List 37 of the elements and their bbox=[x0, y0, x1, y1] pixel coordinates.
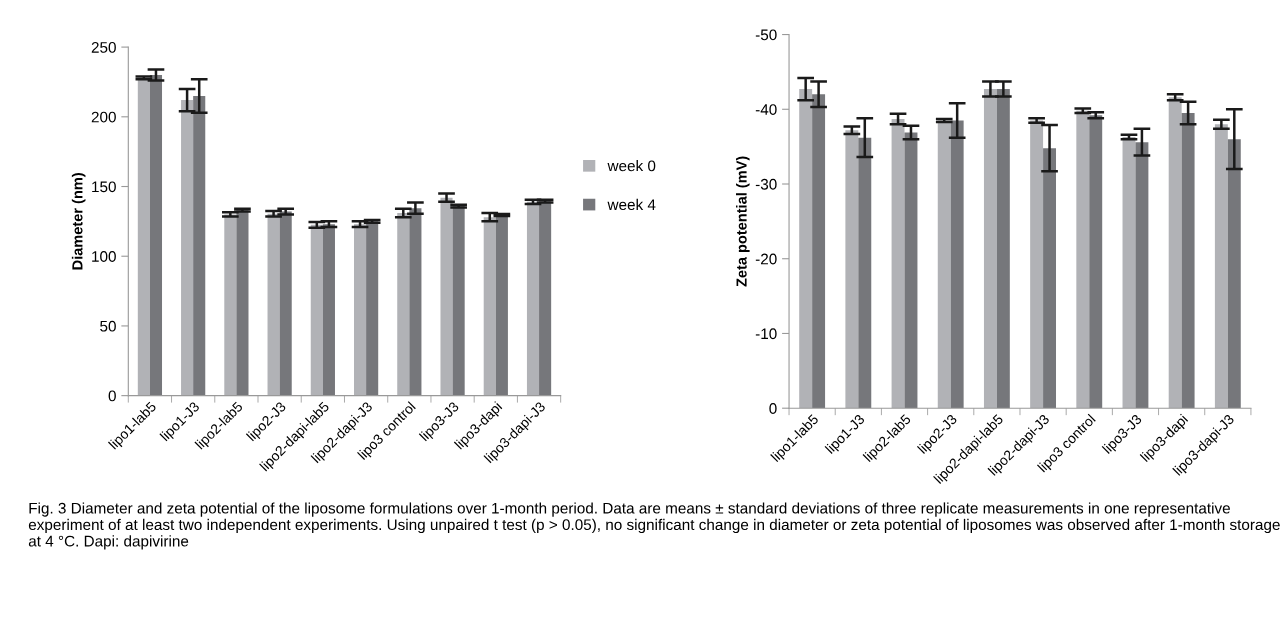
bar bbox=[224, 214, 237, 396]
bar bbox=[397, 213, 410, 396]
y-tick-label: 250 bbox=[91, 41, 116, 53]
bar bbox=[193, 95, 206, 396]
y-tick-label: 50 bbox=[100, 320, 116, 332]
bar bbox=[452, 206, 465, 396]
bar bbox=[322, 224, 335, 396]
bar bbox=[354, 224, 367, 396]
y-tick-label: 0 bbox=[108, 390, 116, 402]
y-tick-label: -40 bbox=[755, 104, 777, 115]
legend-label: week 0 bbox=[607, 160, 656, 172]
bar bbox=[440, 197, 453, 396]
bar bbox=[267, 213, 280, 396]
bar bbox=[236, 210, 249, 396]
y-tick-label: -20 bbox=[755, 253, 777, 265]
bar bbox=[495, 215, 508, 396]
caption: Fig. 3 Diameter and zeta potential of the liposome formulations over 1-month period. Data are means ± standard deviations of three replicate measurements in one representative experiment of at least two independent experiments. Using unpaired t test (p > 0.05), no significant change in diameter or zeta potential of liposomes was observed after 1-month storage at 4 °C. Dapi: dapivirine bbox=[28, 502, 1280, 550]
y-tick-label: 150 bbox=[92, 181, 116, 193]
bar bbox=[526, 201, 540, 396]
y-tick-label: 200 bbox=[91, 111, 116, 123]
legend-label: week 4 bbox=[607, 198, 656, 211]
y-tick-label: 100 bbox=[92, 251, 116, 262]
y-tick-label: -10 bbox=[755, 328, 777, 340]
bar bbox=[539, 201, 552, 396]
y-axis-title: Diameter (nm) bbox=[71, 173, 86, 270]
y-axis-title: Zeta potential (mV) bbox=[736, 156, 750, 287]
y-tick-label: -50 bbox=[755, 29, 777, 41]
bar bbox=[279, 211, 292, 396]
bar bbox=[149, 74, 163, 396]
y-tick-label: 0 bbox=[769, 403, 777, 414]
bar bbox=[366, 221, 379, 396]
bar bbox=[483, 217, 496, 396]
y-tick-label: -30 bbox=[755, 178, 777, 190]
bar bbox=[137, 77, 150, 396]
bar bbox=[310, 224, 323, 396]
bar bbox=[181, 100, 194, 396]
bar bbox=[409, 208, 422, 396]
